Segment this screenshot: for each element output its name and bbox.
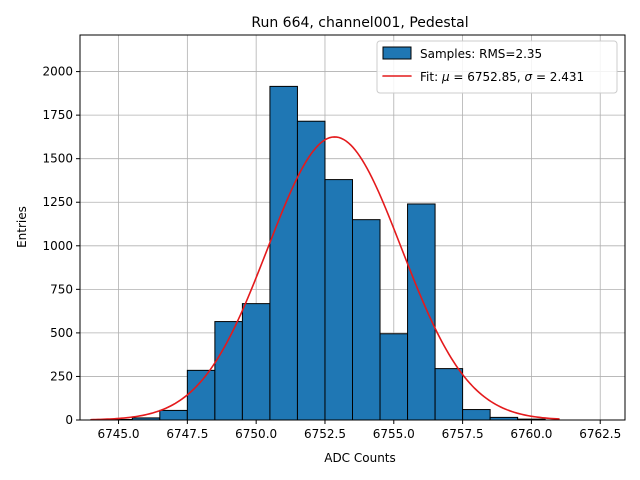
histogram-bar — [407, 203, 436, 421]
axes-frame — [79, 34, 626, 421]
x-tick-label: 6757.5 — [442, 427, 484, 441]
x-axis-ticks: 6745.0 6747.5 6750.0 6752.5 6755.0 6757.5 6760… — [98, 420, 621, 441]
x-tick-label: 6752.5 — [304, 427, 346, 441]
x-tick-label: 6762.5 — [579, 427, 621, 441]
y-axis-label: Entries — [15, 206, 29, 248]
histogram-bars — [104, 85, 546, 421]
histogram-bar — [462, 409, 491, 421]
fit-curve — [90, 136, 560, 421]
histogram-bar — [434, 368, 464, 421]
x-axis-label: ADC Counts — [324, 451, 396, 465]
legend: Samples: RMS=2.35 Fit: μ = 6752.85, σ = … — [376, 40, 618, 94]
legend-fit-mu-symbol: μ — [441, 70, 450, 84]
y-tick-label: 2000 — [42, 65, 73, 79]
histogram-bar — [324, 179, 354, 421]
histogram-bar — [379, 333, 409, 421]
x-tick-label: 6755.0 — [373, 427, 415, 441]
y-tick-label: 1000 — [42, 239, 73, 253]
histogram-bar — [241, 303, 271, 421]
histogram-bar — [296, 120, 326, 421]
x-tick-label: 6760.0 — [510, 427, 552, 441]
legend-label-samples: Samples: RMS=2.35 — [420, 47, 542, 61]
legend-fit-sigma-value: = 2.431 — [532, 70, 584, 84]
y-tick-label: 1250 — [42, 195, 73, 209]
x-tick-label: 6750.0 — [235, 427, 277, 441]
histogram-bar — [159, 409, 188, 421]
histogram-bar — [186, 369, 216, 421]
histogram-bar — [352, 219, 381, 421]
legend-fit-mu-value: = 6752.85, — [450, 70, 525, 84]
x-tick-label: 6745.0 — [98, 427, 140, 441]
y-tick-label: 0 — [65, 413, 73, 427]
histogram-bar — [214, 321, 243, 421]
y-axis-ticks: 0 250 500 750 1000 1250 1500 1750 2000 — [42, 65, 80, 427]
legend-fit-sigma-symbol: σ — [525, 70, 533, 84]
legend-box — [376, 40, 618, 94]
y-tick-label: 250 — [50, 369, 73, 383]
chart-title: Run 664, channel001, Pedestal — [251, 15, 468, 31]
histogram-bar — [269, 85, 298, 421]
y-tick-label: 750 — [50, 282, 73, 296]
y-tick-label: 1500 — [42, 152, 73, 166]
y-tick-label: 1750 — [42, 108, 73, 122]
x-tick-label: 6747.5 — [166, 427, 208, 441]
legend-swatch-samples — [382, 46, 412, 60]
legend-label-fit: Fit: μ = 6752.85, σ = 2.431 — [420, 70, 584, 84]
legend-fit-prefix: Fit: — [420, 70, 442, 84]
y-tick-label: 500 — [50, 326, 73, 340]
